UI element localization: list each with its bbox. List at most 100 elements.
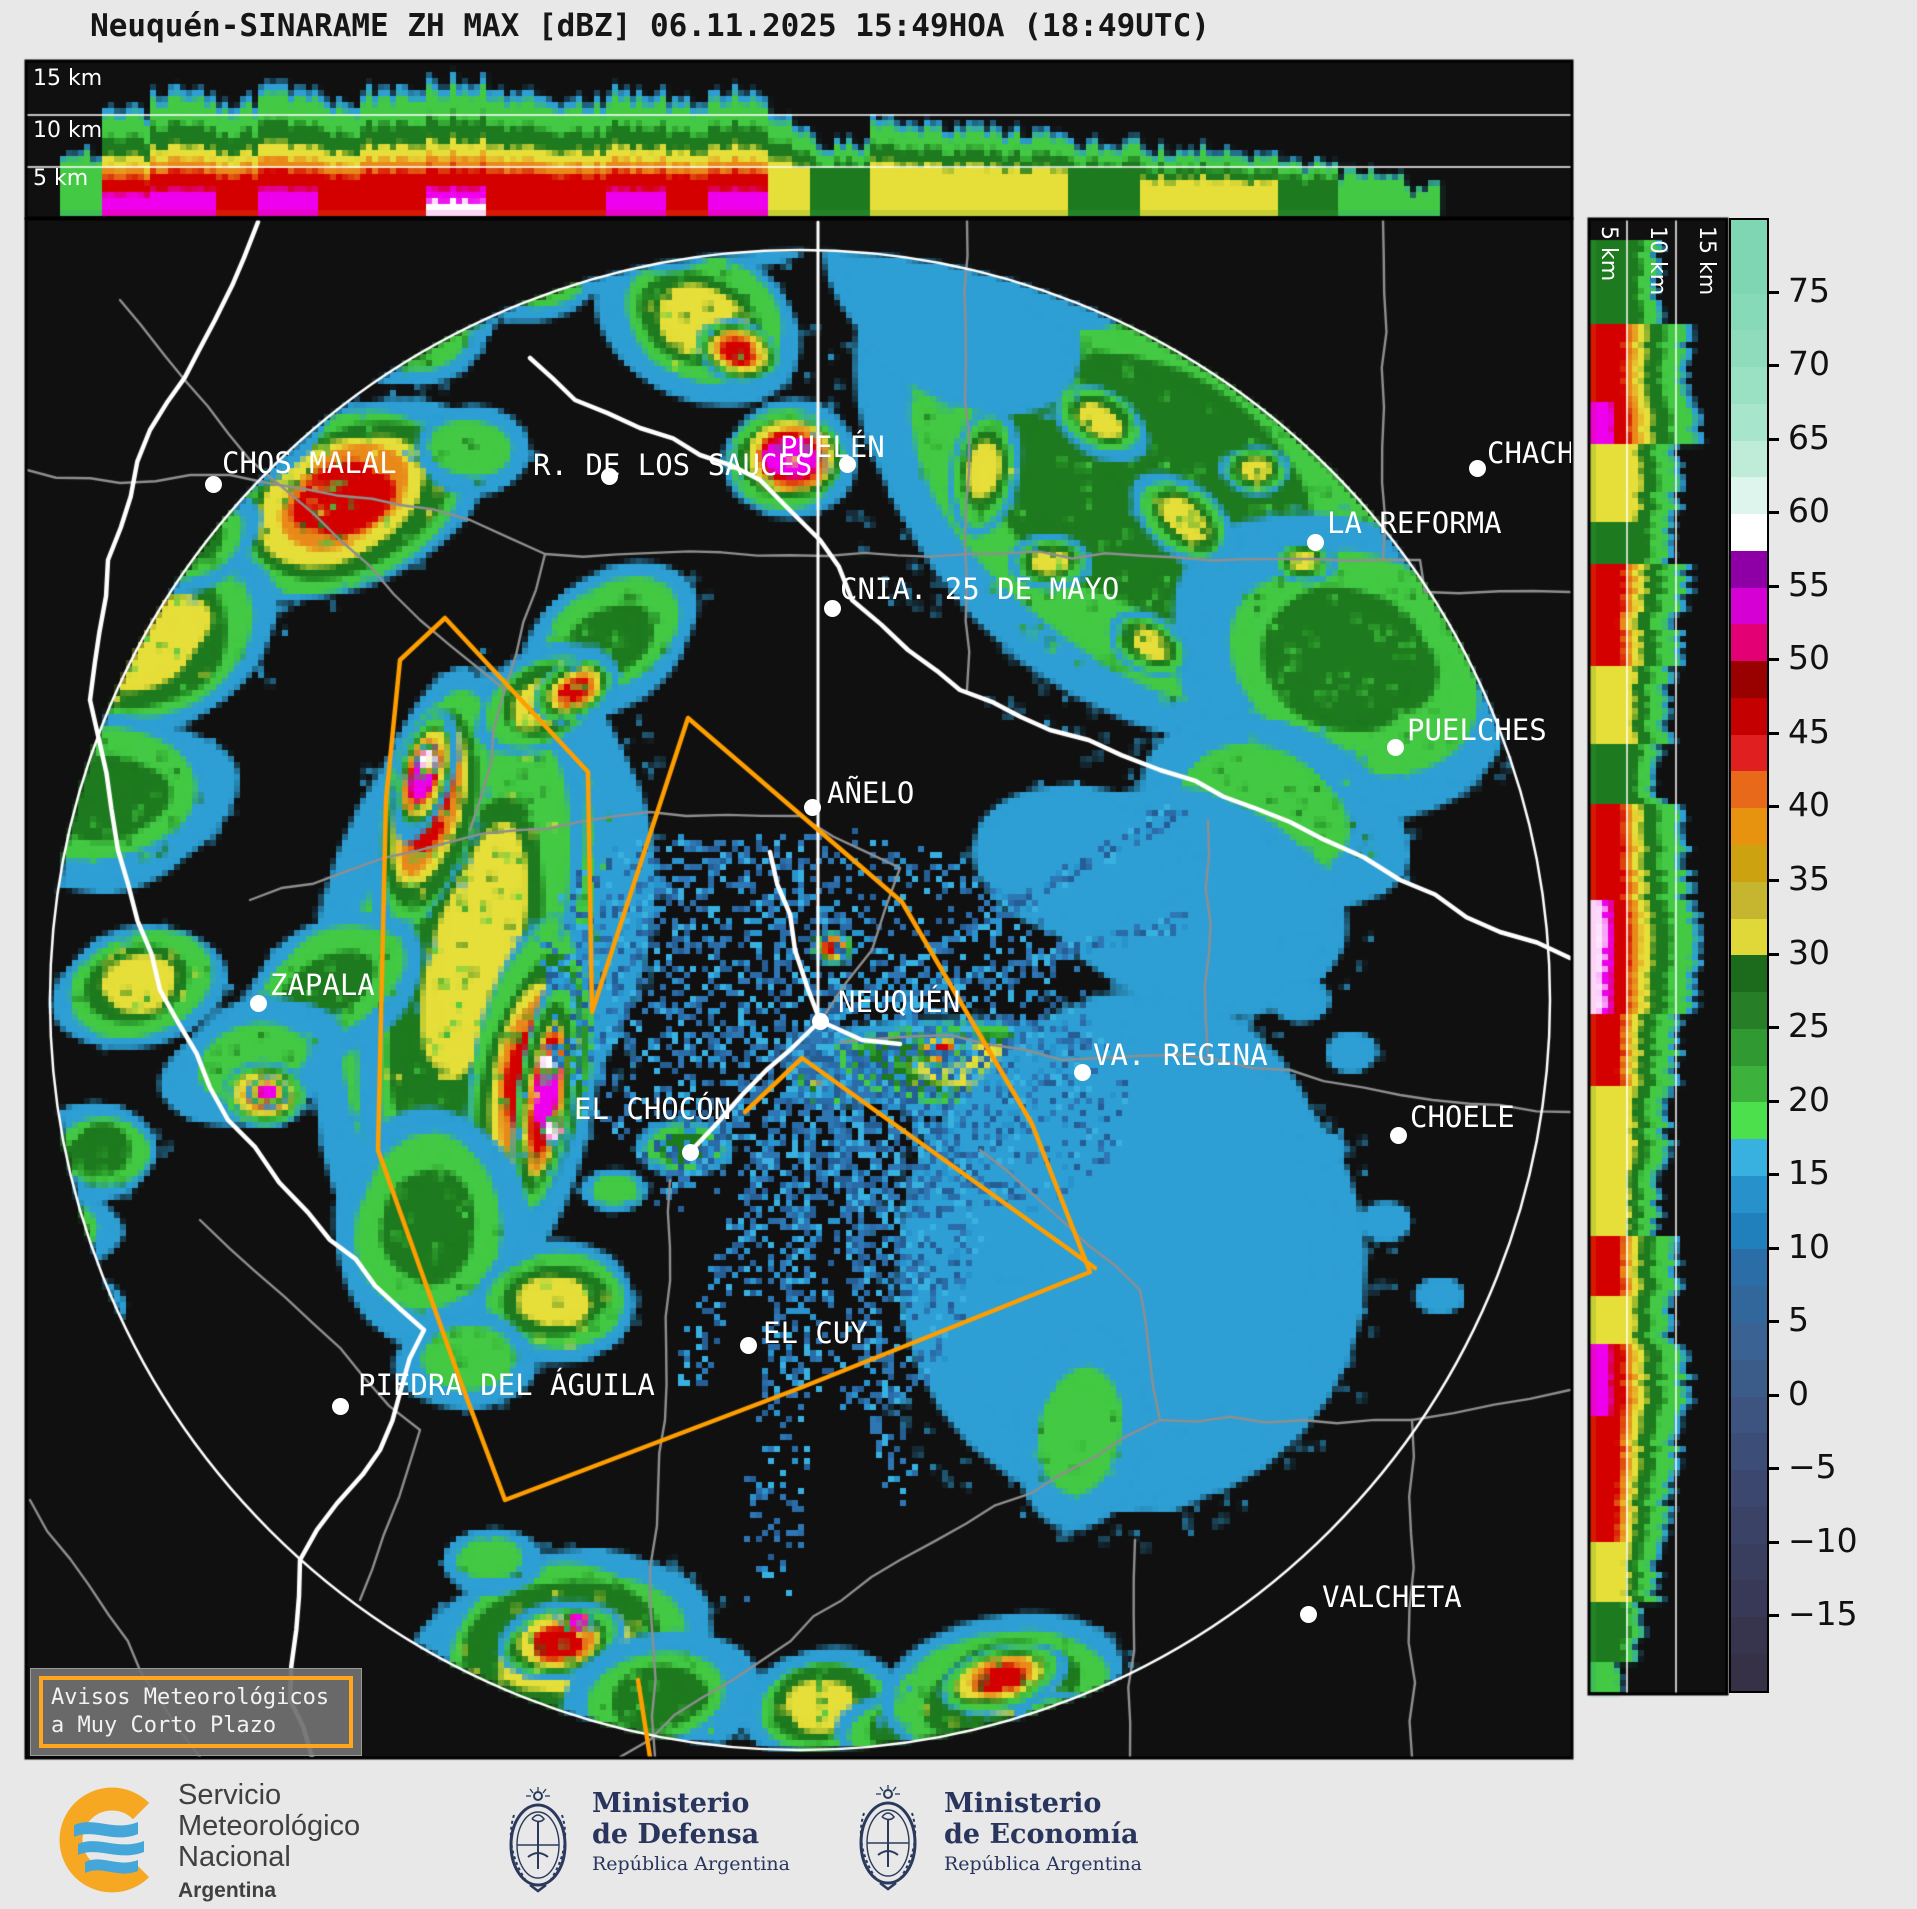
colorbar-tick-label: 5 (1788, 1300, 1809, 1340)
colorbar-band (1731, 587, 1767, 625)
city-label: EL CUY (763, 1316, 868, 1350)
colorbar-tick-label: 35 (1788, 858, 1830, 898)
colorbar-band (1731, 477, 1767, 515)
warnings-legend-line1: Avisos Meteorológicos (51, 1685, 330, 1710)
colorbar-band (1731, 1028, 1767, 1066)
colorbar-tick-label: 10 (1788, 1226, 1830, 1266)
warnings-legend-box: Avisos Meteorológicos a Muy Corto Plazo (39, 1676, 353, 1748)
city-dot (824, 600, 841, 617)
city-dot (1074, 1064, 1091, 1081)
smn-line1: Servicio (178, 1779, 282, 1811)
colorbar-tick-label: −15 (1788, 1594, 1858, 1634)
right-panel-label-5km: 5 km (1596, 226, 1621, 282)
colorbar-tick (1769, 1393, 1779, 1397)
city-dot (804, 799, 821, 816)
colorbar-tick (1769, 1099, 1779, 1103)
right-panel-label-10km: 10 km (1645, 226, 1670, 296)
colorbar-band (1731, 1653, 1767, 1691)
colorbar-tick-label: 65 (1788, 417, 1830, 457)
city-dot (601, 468, 618, 485)
city-dot (332, 1398, 349, 1415)
colorbar-band (1731, 955, 1767, 993)
colorbar-band (1731, 1396, 1767, 1434)
defensa-line3: República Argentina (592, 1853, 790, 1875)
colorbar-tick-label: −10 (1788, 1520, 1858, 1560)
city-label: PUELÉN (780, 430, 885, 464)
colorbar-tick (1769, 878, 1779, 882)
colorbar-band (1731, 1543, 1767, 1581)
defensa-coat-of-arms-icon (498, 1785, 578, 1901)
colorbar-tick (1769, 1614, 1779, 1618)
city-dot (1307, 534, 1324, 551)
colorbar-band (1731, 514, 1767, 551)
top-panel-label-15km: 15 km (33, 66, 103, 91)
city-dot (1469, 460, 1486, 477)
colorbar-band (1731, 293, 1767, 331)
colorbar-band (1731, 330, 1767, 368)
city-dot (205, 476, 222, 493)
colorbar-band (1731, 1617, 1767, 1654)
defensa-line2: de Defensa (592, 1819, 760, 1850)
colorbar-band (1731, 403, 1767, 441)
colorbar-tick-label: 15 (1788, 1153, 1830, 1193)
economia-line3: República Argentina (944, 1853, 1142, 1875)
colorbar-band (1731, 1249, 1767, 1287)
colorbar-band (1731, 881, 1767, 919)
colorbar-tick (1769, 1026, 1779, 1030)
city-label: CHOELE (1410, 1100, 1515, 1134)
colorbar-band (1731, 845, 1767, 882)
colorbar-tick (1769, 805, 1779, 809)
colorbar-band (1731, 1506, 1767, 1544)
colorbar-tick (1769, 1320, 1779, 1324)
warnings-legend: Avisos Meteorológicos a Muy Corto Plazo (30, 1668, 362, 1756)
colorbar-band (1731, 697, 1767, 735)
colorbar-band (1731, 1322, 1767, 1360)
page-title: Neuquén-SINARAME ZH MAX [dBZ] 06.11.2025… (90, 8, 1210, 44)
colorbar-tick (1769, 1246, 1779, 1250)
economia-coat-of-arms-icon (848, 1783, 928, 1899)
map-city-layer: CHOS MALAL R. DE LOS SAUCES PUELÉN CNIA. 25… (27, 220, 1571, 1757)
city-dot (682, 1144, 699, 1161)
colorbar-tick-label: 50 (1788, 638, 1830, 678)
city-label: R. DE LOS SAUCES (533, 448, 813, 482)
warnings-legend-line2: a Muy Corto Plazo (51, 1713, 277, 1738)
colorbar-tick-label: 55 (1788, 564, 1830, 604)
smn-line4: Argentina (178, 1879, 277, 1902)
city-label: ZAPALA (270, 968, 375, 1002)
city-label: CNIA. 25 DE MAYO (840, 572, 1120, 606)
economia-line1: Ministerio (944, 1788, 1102, 1819)
colorbar-tick (1769, 658, 1779, 662)
colorbar-band (1731, 1139, 1767, 1176)
colorbar-band (1731, 550, 1767, 588)
colorbar-tick (1769, 437, 1779, 441)
colorbar-tick-label: 25 (1788, 1006, 1830, 1046)
colorbar-band (1731, 220, 1767, 257)
colorbar-tick (1769, 364, 1779, 368)
city-label: VA. REGINA (1093, 1038, 1268, 1072)
colorbar-tick (1769, 952, 1779, 956)
colorbar-band (1731, 1212, 1767, 1250)
colorbar-tick (1769, 584, 1779, 588)
economia-wordmark: Ministerio de Economía República Argenti… (944, 1788, 1142, 1875)
smn-logo-icon (52, 1778, 177, 1907)
smn-line3: Nacional (178, 1841, 291, 1873)
colorbar-band (1731, 1102, 1767, 1140)
city-dot (740, 1337, 757, 1354)
smn-line2: Meteorológico (178, 1810, 361, 1842)
city-dot (1387, 739, 1404, 756)
city-label: AÑELO (827, 776, 915, 810)
colorbar-band (1731, 1580, 1767, 1618)
city-label: EL CHOCÓN (574, 1092, 732, 1126)
colorbar-band (1731, 256, 1767, 294)
city-label: LA REFORMA (1327, 506, 1502, 540)
colorbar-band (1731, 1470, 1767, 1507)
defensa-line1: Ministerio (592, 1788, 750, 1819)
city-dot (839, 456, 856, 473)
colorbar-band (1731, 440, 1767, 478)
colorbar-band (1731, 771, 1767, 809)
colorbar-band (1731, 734, 1767, 772)
city-dot (250, 995, 267, 1012)
dbz-colorbar (1729, 218, 1769, 1693)
colorbar-tick-label: 70 (1788, 344, 1830, 384)
